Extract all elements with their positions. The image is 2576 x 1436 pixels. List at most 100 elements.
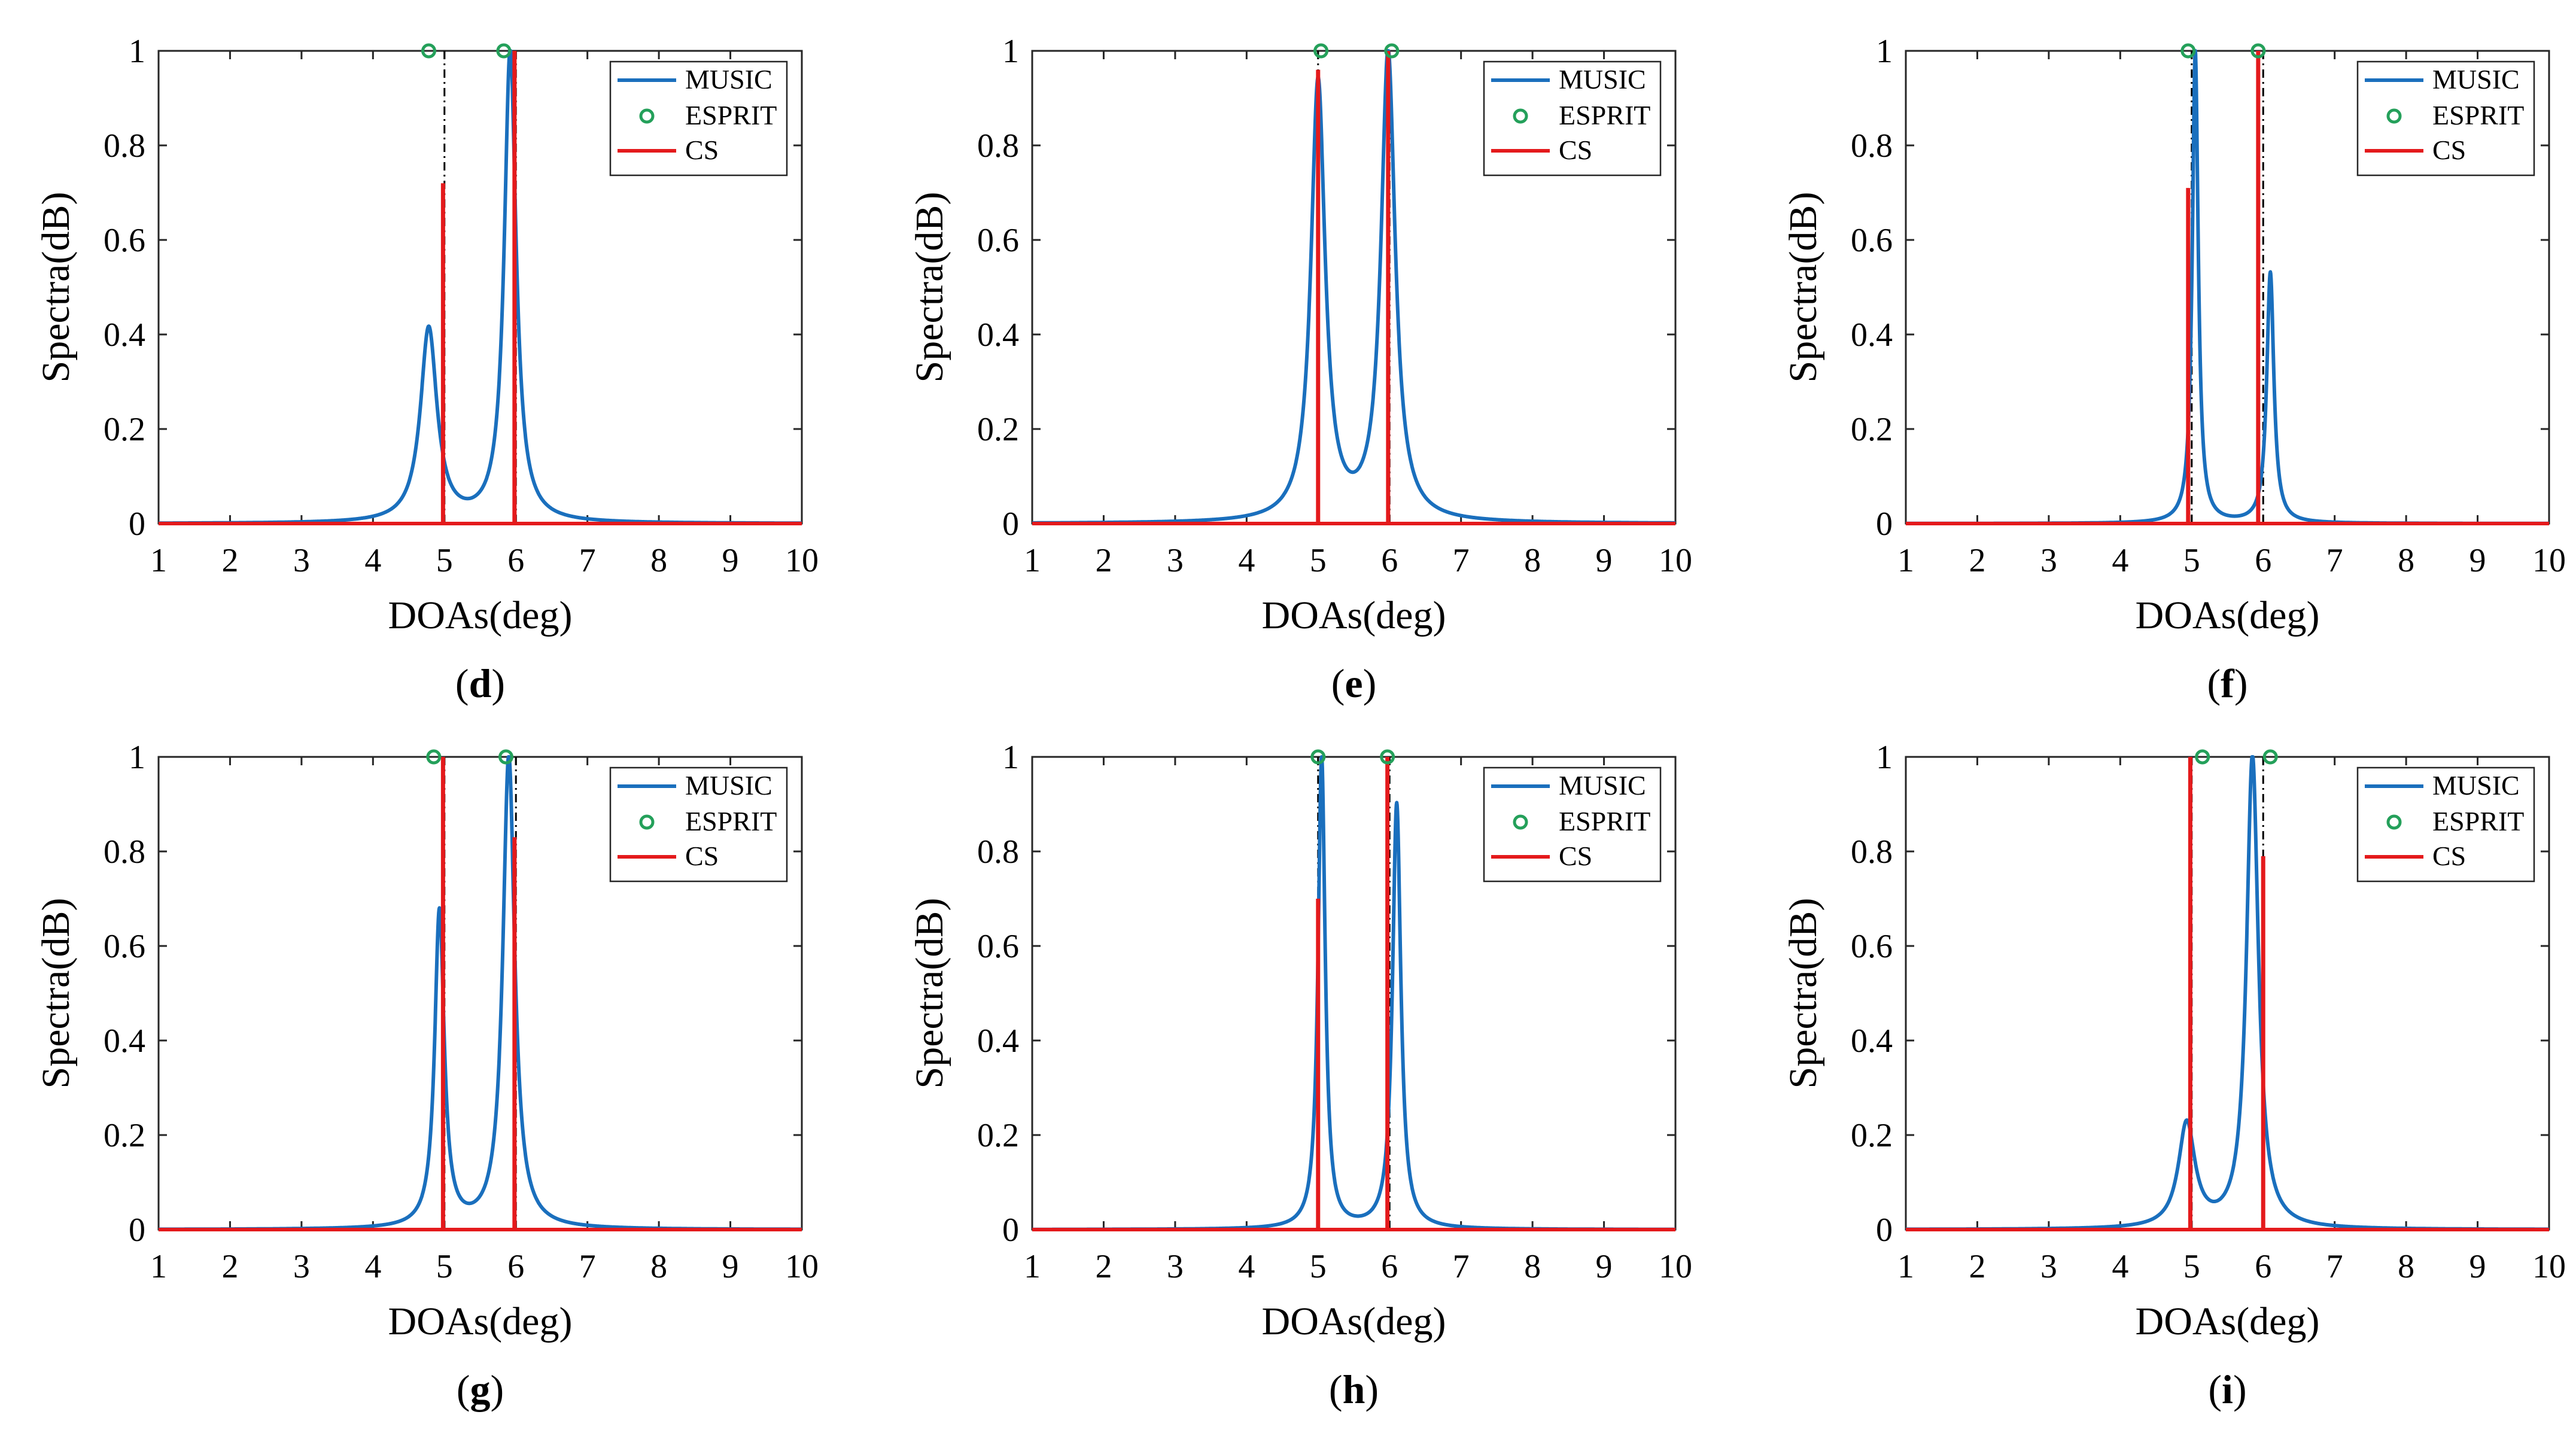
y-tick-label: 1 bbox=[1002, 33, 1019, 70]
legend-label: ESPRIT bbox=[1559, 806, 1650, 836]
legend: MUSIC ESPRIT CS bbox=[609, 60, 788, 177]
x-tick-label: 2 bbox=[221, 1248, 238, 1285]
y-axis-label: Spectra(dB) bbox=[1781, 192, 1825, 383]
x-tick-label: 6 bbox=[2255, 1248, 2271, 1285]
x-tick-label: 6 bbox=[1381, 1248, 1398, 1285]
esprit-marker bbox=[1310, 749, 1326, 765]
y-tick-label: 0.8 bbox=[1851, 127, 1893, 165]
panel-caption: (i) bbox=[2208, 1367, 2246, 1412]
y-tick-label: 0.6 bbox=[1851, 928, 1893, 965]
legend: MUSIC ESPRIT CS bbox=[2356, 60, 2535, 177]
y-axis-label: Spectra(dB) bbox=[34, 898, 78, 1089]
x-tick-label: 8 bbox=[650, 1248, 667, 1285]
y-tick-label: 0.2 bbox=[977, 1117, 1019, 1154]
esprit-marker bbox=[1384, 43, 1400, 59]
y-axis-label: Spectra(dB) bbox=[34, 192, 78, 383]
legend-label: MUSIC bbox=[1559, 770, 1646, 801]
legend-label: ESPRIT bbox=[685, 806, 777, 836]
x-tick-label: 4 bbox=[1238, 542, 1255, 579]
x-tick-label: 10 bbox=[2532, 542, 2566, 579]
y-tick-label: 0.2 bbox=[1851, 1117, 1893, 1154]
x-tick-label: 2 bbox=[1095, 1248, 1112, 1285]
y-tick-label: 0.8 bbox=[977, 833, 1019, 871]
x-tick-label: 8 bbox=[650, 542, 667, 579]
x-tick-label: 5 bbox=[436, 542, 453, 579]
y-tick-label: 0.6 bbox=[977, 222, 1019, 259]
panel-g: 1 2 3 4 5 6 7 8 9 10 0 0.2 0.4 0.6 0.8 1 DOAs(deg) Spectr… bbox=[34, 739, 819, 1412]
legend-label: MUSIC bbox=[685, 770, 773, 801]
legend-label: CS bbox=[685, 841, 719, 871]
x-tick-label: 10 bbox=[2532, 1248, 2566, 1285]
y-tick-label: 0.4 bbox=[104, 1023, 145, 1060]
x-tick-label: 5 bbox=[2183, 1248, 2200, 1285]
legend-label: ESPRIT bbox=[2432, 100, 2524, 130]
y-tick-label: 0 bbox=[1876, 1212, 1893, 1249]
esprit-marker bbox=[2262, 749, 2278, 765]
legend-label: MUSIC bbox=[685, 64, 773, 95]
x-tick-label: 3 bbox=[2040, 542, 2057, 579]
x-tick-label: 1 bbox=[150, 1248, 167, 1285]
x-tick-label: 7 bbox=[1453, 542, 1470, 579]
x-tick-label: 7 bbox=[579, 542, 596, 579]
x-tick-label: 6 bbox=[2255, 542, 2271, 579]
panel-letter: f bbox=[2221, 661, 2235, 706]
y-tick-label: 0.6 bbox=[104, 222, 145, 259]
legend-label: CS bbox=[2432, 135, 2466, 165]
x-tick-label: 6 bbox=[507, 542, 524, 579]
y-tick-label: 0 bbox=[1002, 1212, 1019, 1249]
y-tick-label: 0.4 bbox=[104, 317, 145, 354]
panel-f: 1 2 3 4 5 6 7 8 9 10 0 0.2 0.4 0.6 0.8 1 DOAs(deg) Spectr… bbox=[1781, 33, 2566, 706]
y-tick-label: 0.6 bbox=[104, 928, 145, 965]
y-tick-label: 0.8 bbox=[977, 127, 1019, 165]
y-tick-label: 0.8 bbox=[1851, 833, 1893, 871]
x-tick-label: 3 bbox=[1167, 1248, 1184, 1285]
y-tick-label: 0.4 bbox=[1851, 317, 1893, 354]
x-tick-label: 10 bbox=[1659, 1248, 1692, 1285]
x-tick-label: 4 bbox=[364, 1248, 381, 1285]
y-tick-label: 0.4 bbox=[977, 317, 1019, 354]
x-tick-label: 7 bbox=[2326, 542, 2343, 579]
y-axis-label: Spectra(dB) bbox=[908, 898, 951, 1089]
esprit-marker bbox=[2195, 749, 2210, 765]
x-tick-label: 4 bbox=[1238, 1248, 1255, 1285]
x-tick-label: 8 bbox=[2398, 1248, 2414, 1285]
x-tick-label: 2 bbox=[1969, 542, 1985, 579]
legend-label: CS bbox=[2432, 841, 2466, 871]
legend-label: ESPRIT bbox=[1559, 100, 1650, 130]
y-tick-label: 0.8 bbox=[104, 127, 145, 165]
legend: MUSIC ESPRIT CS bbox=[609, 766, 788, 883]
x-tick-label: 3 bbox=[293, 542, 310, 579]
x-tick-label: 8 bbox=[2398, 542, 2414, 579]
y-tick-label: 0.8 bbox=[104, 833, 145, 871]
x-tick-label: 5 bbox=[2183, 542, 2200, 579]
esprit-marker bbox=[421, 43, 436, 59]
x-tick-label: 1 bbox=[1024, 1248, 1041, 1285]
x-tick-label: 1 bbox=[1897, 1248, 1914, 1285]
legend: MUSIC ESPRIT CS bbox=[1483, 60, 1662, 177]
esprit-marker bbox=[2250, 43, 2266, 59]
x-tick-label: 4 bbox=[2112, 542, 2128, 579]
y-tick-label: 0.2 bbox=[104, 1117, 145, 1154]
panel-caption: (e) bbox=[1331, 661, 1377, 706]
x-tick-label: 10 bbox=[785, 542, 819, 579]
panel-caption: (f) bbox=[2207, 661, 2248, 706]
x-tick-label: 1 bbox=[1024, 542, 1041, 579]
panel-d: 1 2 3 4 5 6 7 8 9 10 0 0.2 0.4 0.6 0.8 1 DOAs(deg) Spectr… bbox=[34, 33, 819, 706]
y-tick-label: 1 bbox=[1002, 739, 1019, 776]
y-tick-label: 0.2 bbox=[977, 411, 1019, 448]
x-tick-label: 9 bbox=[2469, 542, 2486, 579]
legend-esprit-swatch bbox=[2386, 814, 2402, 830]
x-tick-label: 8 bbox=[1524, 1248, 1541, 1285]
y-tick-label: 0 bbox=[129, 506, 145, 543]
x-axis-label: DOAs(deg) bbox=[388, 594, 573, 637]
x-tick-label: 5 bbox=[1310, 542, 1327, 579]
x-tick-label: 10 bbox=[1659, 542, 1692, 579]
y-axis-label: Spectra(dB) bbox=[908, 192, 951, 383]
legend: MUSIC ESPRIT CS bbox=[2356, 766, 2535, 883]
panel-letter: g bbox=[470, 1367, 491, 1412]
y-tick-label: 0.2 bbox=[104, 411, 145, 448]
x-axis-label: DOAs(deg) bbox=[1262, 594, 1446, 637]
x-tick-label: 2 bbox=[1969, 1248, 1985, 1285]
legend-label: MUSIC bbox=[1559, 64, 1646, 95]
